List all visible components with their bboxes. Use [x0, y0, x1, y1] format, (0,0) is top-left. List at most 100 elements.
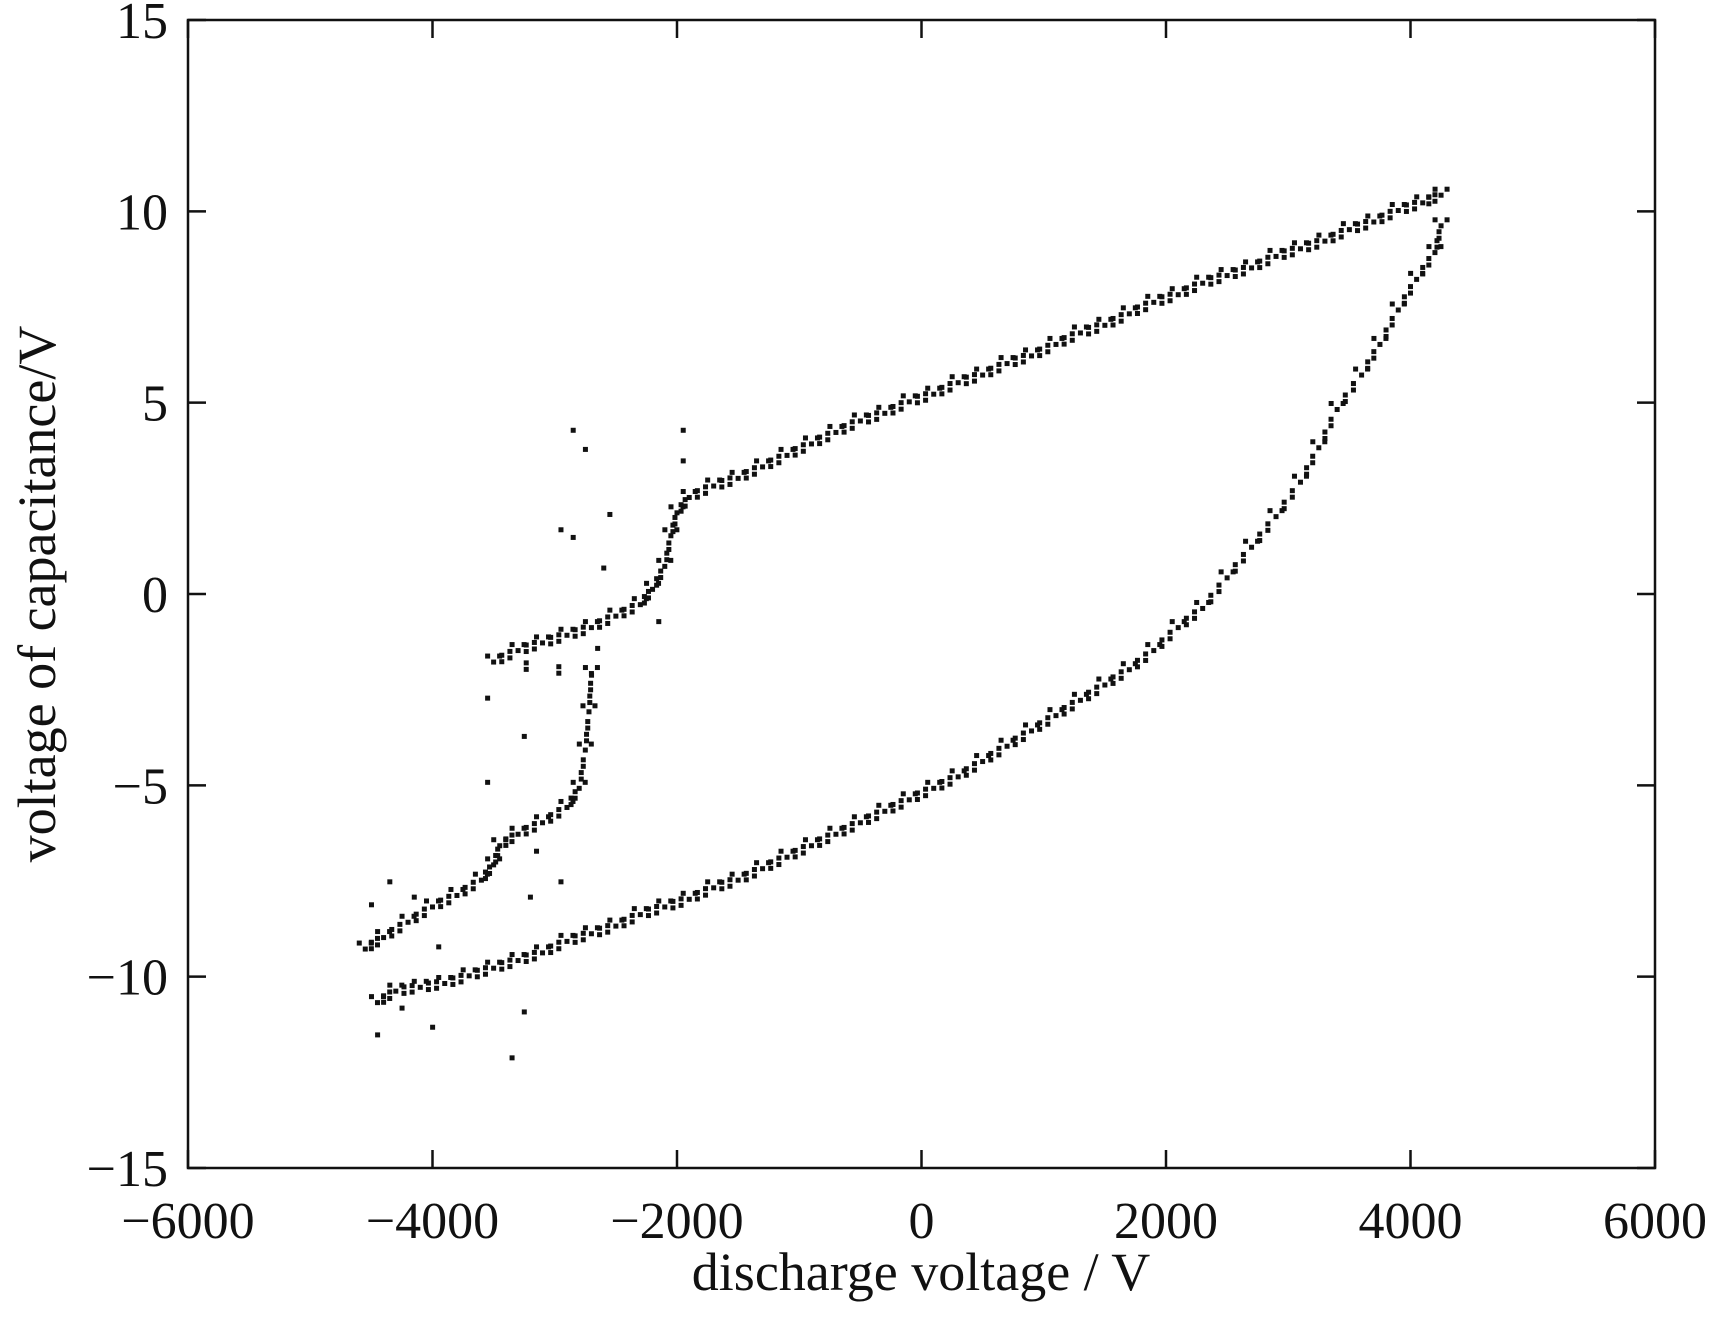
- x-tick-label: −2000: [610, 1193, 743, 1250]
- data-point: [1379, 212, 1385, 218]
- data-point: [540, 950, 546, 956]
- data-point: [1218, 569, 1224, 575]
- data-point: [914, 400, 920, 406]
- data-point: [485, 779, 491, 785]
- data-point: [955, 774, 961, 780]
- data-point: [939, 779, 945, 785]
- data-point: [963, 766, 969, 772]
- data-point: [356, 940, 362, 946]
- data-point: [482, 876, 488, 882]
- data-point: [768, 457, 774, 463]
- data-point: [570, 798, 576, 804]
- data-point: [597, 618, 603, 624]
- data-point: [1371, 335, 1377, 341]
- data-point: [607, 511, 613, 517]
- data-point: [523, 666, 529, 672]
- data-point: [1167, 629, 1173, 635]
- data-point: [1330, 231, 1336, 237]
- data-point: [585, 719, 591, 725]
- data-point: [1434, 238, 1440, 244]
- data-point: [1029, 728, 1035, 734]
- data-point: [898, 406, 904, 412]
- data-point: [411, 894, 417, 900]
- data-point: [1102, 322, 1108, 328]
- data-point: [996, 752, 1002, 758]
- data-point: [588, 687, 594, 693]
- data-point: [1118, 318, 1124, 324]
- data-point: [1322, 238, 1328, 244]
- data-point: [1377, 341, 1383, 347]
- data-point: [507, 655, 513, 661]
- data-point: [1134, 311, 1140, 316]
- x-tick-label: −4000: [366, 1193, 499, 1250]
- data-point: [523, 958, 529, 964]
- data-point: [1322, 436, 1328, 442]
- data-point: [556, 807, 562, 813]
- data-point: [971, 378, 977, 384]
- data-point: [1183, 291, 1189, 297]
- data-point: [882, 410, 888, 416]
- data-point: [1401, 294, 1407, 300]
- data-point: [1314, 244, 1320, 250]
- data-point: [1328, 423, 1334, 429]
- data-point: [1403, 208, 1409, 214]
- data-point: [743, 877, 749, 883]
- data-point: [1257, 531, 1263, 537]
- data-point: [1249, 544, 1255, 550]
- data-point: [1304, 465, 1310, 471]
- data-point: [1389, 301, 1395, 307]
- data-point: [866, 419, 872, 425]
- data-point: [1316, 445, 1322, 451]
- data-point: [381, 999, 387, 1005]
- data-point: [1340, 221, 1346, 227]
- data-point: [751, 471, 757, 477]
- data-point: [670, 529, 676, 535]
- data-point: [784, 854, 790, 860]
- data-point: [1243, 538, 1249, 544]
- data-point: [548, 818, 554, 824]
- data-point: [588, 931, 594, 937]
- data-point: [849, 419, 855, 425]
- data-point: [531, 646, 537, 652]
- data-point: [491, 965, 497, 971]
- data-point: [582, 747, 588, 753]
- data-point: [1395, 307, 1401, 313]
- data-point: [580, 624, 586, 630]
- data-point: [1208, 599, 1214, 605]
- data-point: [1310, 453, 1316, 459]
- data-point: [1426, 201, 1432, 207]
- data-point: [1371, 219, 1377, 225]
- data-point: [1426, 256, 1432, 262]
- x-tick-label: −6000: [121, 1193, 254, 1250]
- data-point: [1143, 300, 1149, 306]
- data-point: [751, 873, 757, 879]
- data-point: [1086, 331, 1092, 337]
- data-point: [1265, 527, 1271, 533]
- data-point: [1069, 706, 1075, 712]
- data-point: [1267, 247, 1273, 253]
- data-point: [413, 911, 419, 917]
- data-point: [719, 484, 725, 490]
- data-point: [548, 943, 554, 949]
- data-point: [705, 879, 711, 885]
- data-point: [1414, 276, 1420, 282]
- data-point: [572, 795, 578, 801]
- data-point: [1183, 285, 1189, 291]
- data-point: [662, 527, 668, 533]
- data-point: [1169, 619, 1175, 625]
- data-point: [436, 944, 442, 950]
- data-point: [1281, 254, 1287, 260]
- data-point: [448, 886, 454, 892]
- data-point: [1355, 221, 1361, 227]
- data-point: [664, 550, 670, 556]
- data-point: [680, 427, 686, 433]
- data-point: [1208, 281, 1214, 287]
- data-point: [827, 825, 833, 831]
- data-point: [1289, 252, 1295, 258]
- data-point: [949, 374, 955, 380]
- data-point: [1181, 619, 1187, 625]
- data-point: [568, 795, 574, 801]
- data-point: [1118, 669, 1124, 675]
- data-point: [923, 391, 929, 397]
- data-point: [1297, 479, 1303, 485]
